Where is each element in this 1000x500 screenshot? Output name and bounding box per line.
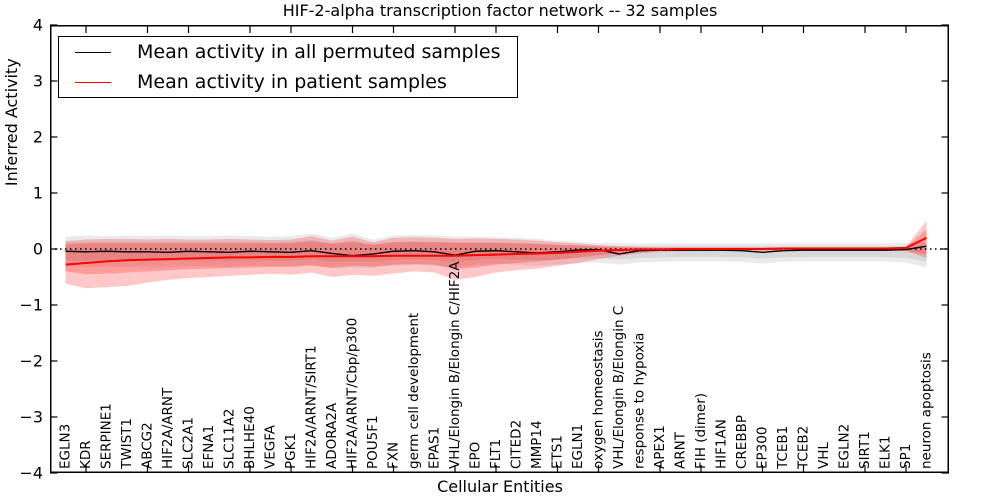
x-tick-label: ABCG2 [140,422,156,469]
x-tick-label: VHL [816,442,832,469]
permuted-mean-line [65,245,927,257]
x-tick-label: ADORA2A [324,402,340,469]
x-tick-label: TCEB2 [796,426,812,470]
x-tick-label: HIF2A/ARNT/SIRT1 [304,345,320,469]
x-tick-label: EP300 [755,427,771,469]
x-tick-label: EGLN1 [570,424,586,469]
x-tick-label: SP1 [898,444,914,469]
x-tick-label: SLC11A2 [222,408,238,469]
chart-title: HIF-2-alpha transcription factor network… [282,1,718,20]
x-tick-label: FLT1 [488,439,504,469]
x-tick-label: POU5F1 [365,415,381,469]
x-tick-label: ARNT [673,431,689,469]
y-tick-label: −3 [19,408,43,427]
legend-label: Mean activity in patient samples [137,71,447,93]
x-tick-label: EPAS1 [427,427,443,469]
y-tick-label: 0 [33,240,43,259]
x-tick-label: EPO [468,442,484,469]
y-tick-label: −2 [19,352,43,371]
patient-line-swatch [75,81,111,83]
y-tick-label: 3 [33,72,43,91]
patient-mean-line [65,236,927,266]
x-tick-label: KDR [78,440,94,469]
permuted-line-swatch [75,51,111,53]
x-tick-label: VHL/Elongin B/Elongin C [611,306,627,469]
x-tick-label: SIRT1 [857,431,873,469]
x-tick-label: ELK1 [878,436,894,470]
legend-label: Mean activity in all permuted samples [137,41,501,63]
x-tick-label: ETS1 [550,435,566,469]
x-tick-label: FXN [386,442,402,469]
x-tick-label: APEX1 [652,425,668,469]
x-axis-label: Cellular Entities [437,477,563,496]
x-tick-label: response to hypoxia [632,333,648,469]
legend-item-permuted: Mean activity in all permuted samples [75,39,517,65]
y-tick-label: 1 [33,184,43,203]
x-tick-label: SERPINE1 [99,403,115,469]
x-tick-label: HIF2A/ARNT [160,387,176,469]
x-tick-label: MMP14 [529,420,545,469]
y-tick-label: 2 [33,128,43,147]
x-tick-label: PGK1 [283,433,299,469]
x-tick-label: EFNA1 [201,425,217,469]
x-tick-label: HIF2A/ARNT/Cbp/p300 [345,318,361,469]
x-tick-label: oxygen homeostasis [591,331,607,470]
y-tick-label: 4 [33,16,43,35]
x-tick-label: CITED2 [509,420,525,469]
y-tick-label: −4 [19,464,43,483]
x-tick-label: VEGFA [263,424,279,469]
patient-band-inner [65,229,927,275]
x-tick-label: VHL/Elongin B/Elongin C/HIF2A [447,261,463,469]
x-tick-label: TCEB1 [775,426,791,470]
legend: Mean activity in all permuted samples Me… [58,36,518,98]
x-tick-label: neuron apoptosis [919,352,935,469]
x-tick-label: germ cell development [406,313,422,469]
x-tick-label: FIH (dimer) [693,393,709,469]
x-tick-label: SLC2A1 [181,417,197,469]
x-tick-label: TWIST1 [119,418,135,470]
x-tick-label: HIF1AN [714,419,730,469]
y-tick-label: −1 [19,296,43,315]
x-tick-label: BHLHE40 [242,406,258,469]
x-tick-label: EGLN2 [837,424,853,469]
x-tick-label: CREBBP [734,415,750,469]
x-tick-label: EGLN3 [58,424,74,469]
legend-item-patient: Mean activity in patient samples [75,69,517,95]
